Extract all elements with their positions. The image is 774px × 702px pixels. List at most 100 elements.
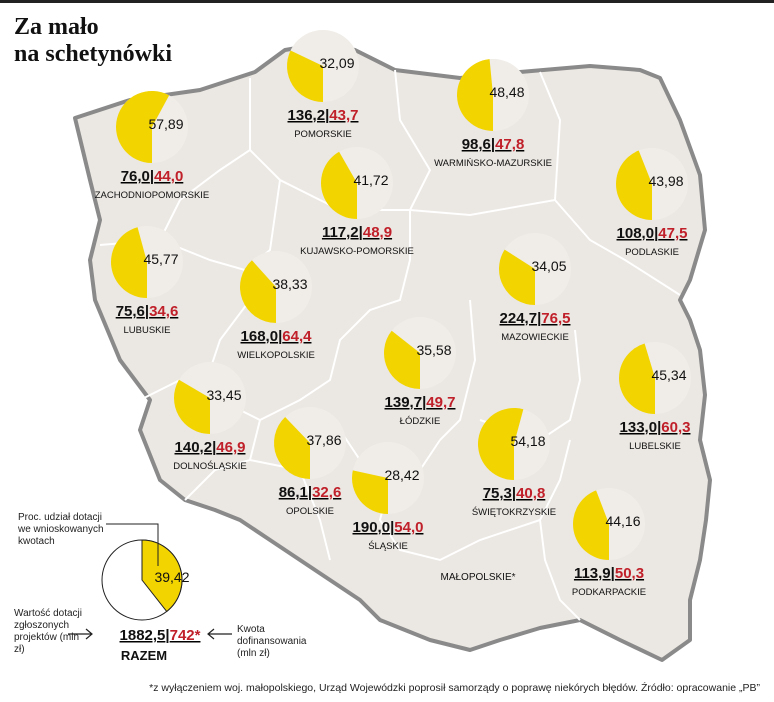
legend-pie-label: Proc. udział dotacji we wnioskowanych kw… [18, 512, 104, 547]
region-values-label: 75,6|34,6 [116, 303, 179, 320]
legend-pie-value: 39,42 [154, 569, 189, 585]
region-granted-value: 46,9 [216, 439, 245, 456]
legend-left-label: Wartość dotacji zgłoszonych projektów (m… [14, 608, 82, 655]
region-requested-value: 108,0 [617, 225, 655, 242]
legend-left-arrow [68, 628, 93, 640]
region-requested-value: 136,2 [288, 107, 326, 124]
region-granted-value: 43,7 [329, 107, 358, 124]
region-values-label: 113,9|50,3 [574, 565, 644, 582]
region-separator: | [359, 224, 363, 241]
region-values-label: 140,2|46,9 [175, 439, 246, 456]
region-percent-label: 28,42 [384, 467, 419, 483]
region-requested-value: 140,2 [175, 439, 213, 456]
total-separator: | [165, 627, 169, 644]
region-values-label: 86,1|32,6 [279, 484, 342, 501]
region-name-label: LUBELSKIE [629, 441, 681, 452]
region-values-label: 75,3|40,8 [483, 485, 546, 502]
region-separator: | [657, 419, 661, 436]
legend-right-label: Kwota dofinansowania (mln zł) [237, 624, 307, 659]
region-name-label: WIELKOPOLSKIE [237, 350, 315, 361]
region-requested-value: 133,0 [620, 419, 658, 436]
region-separator: | [278, 328, 282, 345]
title-line-1: Za mało [14, 14, 99, 40]
region-granted-value: 49,7 [426, 394, 455, 411]
region-granted-value: 60,3 [661, 419, 690, 436]
region-separator: | [654, 225, 658, 242]
legend-pie-slice [141, 539, 183, 613]
region-name-label: MAZOWIECKIE [501, 332, 569, 343]
region-values-label: 76,0|44,0 [121, 168, 184, 185]
region-percent-label: 43,98 [648, 173, 683, 189]
region-name-label: ŁÓDZKIE [400, 416, 441, 427]
region-zachodniopomorskie-pie-slice [116, 91, 170, 163]
region-values-label: 168,0|64,4 [241, 328, 313, 345]
region-requested-value: 117,2 [322, 224, 359, 241]
region-granted-value: 32,6 [312, 484, 341, 501]
region-separator: | [611, 565, 615, 582]
region-pomorskie: 32,09 136,2|43,7 POMORSKIE [287, 30, 359, 140]
region-name-label: WARMIŃSKO-MAZURSKIE [434, 158, 552, 169]
region-separator: | [422, 394, 426, 411]
region-percent-label: 44,16 [605, 513, 640, 529]
region-granted-value: 50,3 [615, 565, 644, 582]
region-percent-label: 35,58 [416, 342, 451, 358]
region--l-skie-pie-slice [351, 470, 388, 514]
region-warmi-sko-mazurskie: 48,48 98,6|47,8 WARMIŃSKO-MAZURSKIE [434, 59, 552, 169]
region-separator: | [212, 439, 216, 456]
chart-title: Za mało na schetynówki [14, 14, 172, 68]
region-granted-value: 44,0 [154, 168, 183, 185]
region-requested-value: 98,6 [462, 136, 491, 153]
region-requested-value: 86,1 [279, 484, 308, 501]
region-lubelskie: 45,34 133,0|60,3 LUBELSKIE [618, 342, 691, 452]
region-requested-value: 75,3 [483, 485, 512, 502]
region-lubelskie-pie-slice [618, 343, 655, 414]
region-podlaskie-pie-slice [616, 150, 652, 220]
region-values-label: 224,7|76,5 [500, 310, 571, 327]
region-podlaskie: 43,98 108,0|47,5 PODLASKIE [616, 148, 688, 258]
region-percent-label: 48,48 [489, 84, 524, 100]
region-values-label: 117,2|48,9 [322, 224, 392, 241]
region-granted-value: 47,5 [658, 225, 687, 242]
region-separator: | [145, 303, 149, 320]
region-mazowieckie-pie-slice [499, 249, 535, 305]
region-dolno-l-skie-pie-slice [174, 379, 210, 434]
region-percent-label: 38,33 [272, 276, 307, 292]
region-percent-label: 34,05 [531, 258, 566, 274]
total-granted-value: 742* [170, 627, 201, 644]
region-separator: | [537, 310, 541, 327]
region-requested-value: 139,7 [385, 394, 423, 411]
region-granted-value: 34,6 [149, 303, 178, 320]
region-values-label: 139,7|49,7 [385, 394, 456, 411]
region-name-label: DOLNOŚLĄSKIE [173, 460, 246, 472]
region-granted-value: 47,8 [495, 136, 524, 153]
region-requested-value: 190,0 [353, 519, 391, 536]
region-values-label: 136,2|43,7 [288, 107, 359, 124]
region-zachodniopomorskie: 57,89 76,0|44,0 ZACHODNIOPOMORSKIE [95, 91, 209, 201]
region-requested-value: 168,0 [241, 328, 279, 345]
region-kujawsko-pomorskie: 41,72 117,2|48,9 KUJAWSKO-POMORSKIE [300, 147, 414, 257]
footnote: *z wyłączeniem woj. małopolskiego, Urząd… [149, 682, 760, 694]
region-percent-label: 33,45 [206, 387, 241, 403]
region-separator: | [390, 519, 394, 536]
region-requested-value: 76,0 [121, 168, 150, 185]
region-granted-value: 48,9 [363, 224, 392, 241]
region--dzkie-pie-slice [384, 330, 420, 389]
region-separator: | [308, 484, 312, 501]
region-name-label: PODKARPACKIE [572, 587, 646, 598]
region-name-label: PODLASKIE [625, 247, 679, 258]
region-dolno-l-skie: 33,45 140,2|46,9 DOLNOŚLĄSKIE [173, 362, 247, 472]
region--wi-tokrzyskie-pie-slice [477, 407, 524, 481]
region-granted-value: 64,4 [282, 328, 312, 345]
region-requested-value: 113,9 [574, 565, 611, 582]
region-opolskie: 37,86 86,1|32,6 OPOLSKIE [274, 407, 346, 517]
region-podkarpackie-pie-slice [573, 490, 609, 560]
total-values-label: 1882,5|742* [120, 627, 201, 644]
region-percent-label: 37,86 [306, 432, 341, 448]
region-name-label: OPOLSKIE [286, 506, 334, 517]
malopolskie-label: MAŁOPOLSKIE* [440, 572, 515, 583]
region-percent-label: 45,77 [143, 251, 178, 267]
